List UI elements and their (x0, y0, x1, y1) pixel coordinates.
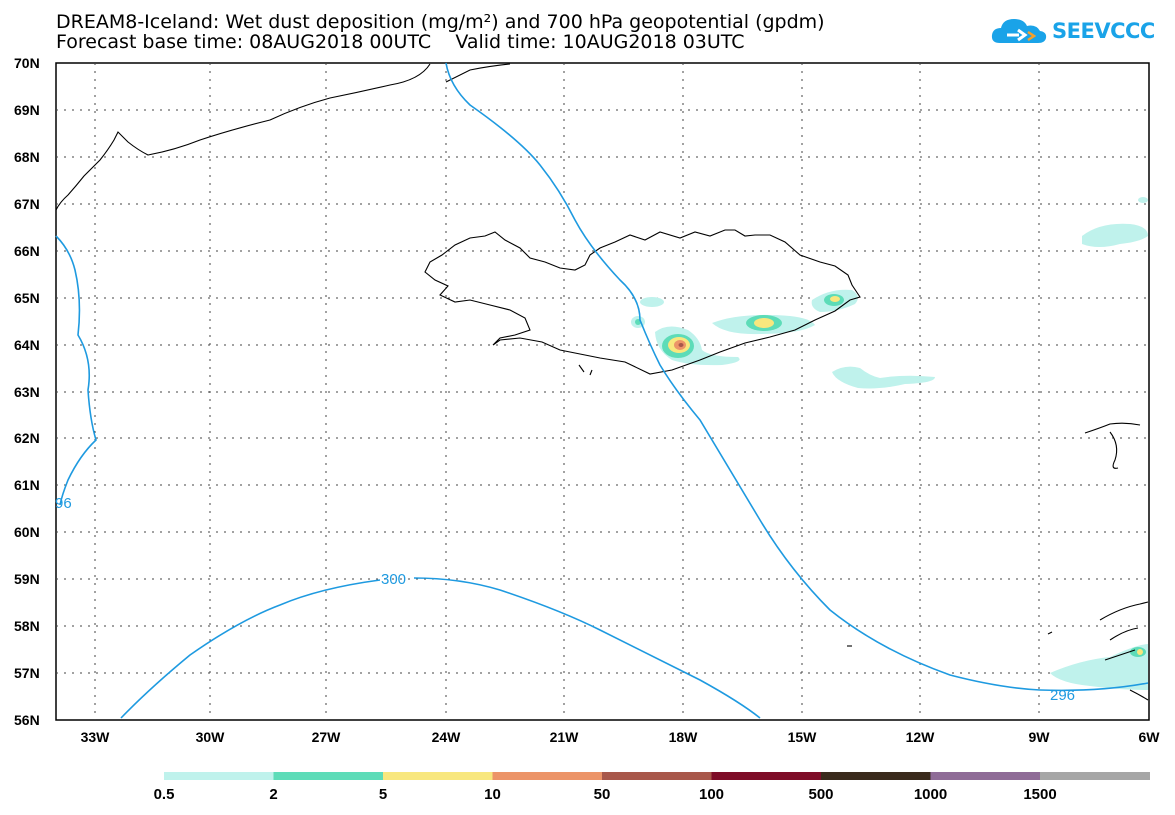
graticule (56, 63, 1149, 720)
lon-label: 30W (196, 729, 226, 745)
colorbar-label: 1000 (914, 786, 947, 803)
lat-label: 68N (14, 149, 40, 165)
coastline (55, 63, 1149, 701)
lat-label: 58N (14, 618, 40, 634)
lat-label: 62N (14, 430, 40, 446)
lat-label: 67N (14, 196, 40, 212)
lat-label: 61N (14, 477, 40, 493)
lon-label: 6W (1139, 729, 1161, 745)
lat-label: 56N (14, 712, 40, 728)
colorbar-swatch (930, 772, 1041, 780)
lon-label: 27W (312, 729, 342, 745)
lon-label: 33W (81, 729, 111, 745)
colorbar-label: 1500 (1023, 786, 1056, 803)
lat-label: 70N (14, 55, 40, 71)
seevccc-logo: SEEVCCC (990, 16, 1155, 46)
colorbar-swatch (383, 772, 493, 780)
lon-label: 24W (432, 729, 462, 745)
contour-label-96: 96 (55, 495, 72, 512)
colorbar-swatch (164, 772, 274, 780)
lat-label: 59N (14, 571, 40, 587)
colorbar-swatch (821, 772, 931, 780)
lon-label: 21W (550, 729, 580, 745)
lat-label: 57N (14, 665, 40, 681)
contour-labels: 96 300 296 (55, 495, 1075, 704)
colorbar-label: 500 (808, 786, 833, 803)
logo-text: SEEVCCC (1052, 19, 1155, 43)
lon-label: 18W (669, 729, 699, 745)
colorbar-swatch (602, 772, 712, 780)
lat-label: 65N (14, 290, 40, 306)
colorbar-label: 100 (699, 786, 724, 803)
colorbar: 0.5 2 5 10 50 100 500 1000 1500 (154, 772, 1150, 803)
colorbar-label: 5 (379, 786, 387, 803)
colorbar-label: 10 (484, 786, 501, 803)
map-frame (55, 62, 1150, 721)
lon-label: 12W (906, 729, 936, 745)
colorbar-swatch (711, 772, 822, 780)
lon-label: 9W (1029, 729, 1051, 745)
colorbar-label: 50 (594, 786, 611, 803)
latitude-labels: 70N 69N 68N 67N 66N 65N 64N 63N 62N 61N … (14, 55, 40, 728)
map-title-line1: DREAM8-Iceland: Wet dust deposition (mg/… (56, 11, 825, 33)
colorbar-label: 0.5 (154, 786, 175, 803)
colorbar-swatch (273, 772, 384, 780)
contour-label-296: 296 (1050, 687, 1075, 704)
colorbar-swatch (1040, 772, 1150, 780)
cloud-icon (991, 19, 1047, 43)
dust-deposition-field (631, 197, 1148, 690)
lat-label: 60N (14, 524, 40, 540)
lat-label: 69N (14, 102, 40, 118)
geopotential-contours (55, 62, 1149, 719)
colorbar-label: 2 (269, 786, 277, 803)
colorbar-swatch (492, 772, 603, 780)
longitude-labels: 33W 30W 27W 24W 21W 18W 15W 12W 9W 6W (81, 729, 1161, 745)
lon-label: 15W (788, 729, 818, 745)
contour-label-300: 300 (381, 571, 406, 588)
map-title-line2: Forecast base time: 08AUG2018 00UTC Vali… (56, 31, 745, 53)
lat-label: 66N (14, 243, 40, 259)
lat-label: 63N (14, 384, 40, 400)
lat-label: 64N (14, 337, 40, 353)
